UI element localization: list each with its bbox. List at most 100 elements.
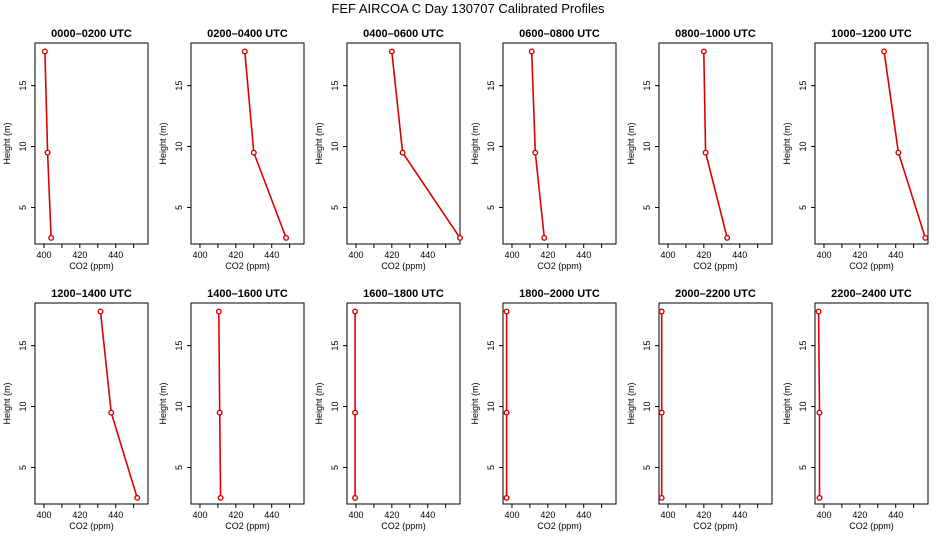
profile-point <box>250 149 257 156</box>
y-tick-label: 5 <box>486 465 496 470</box>
y-tick-label: 10 <box>642 142 652 152</box>
profile-point <box>134 494 141 501</box>
y-tick-label: 10 <box>18 142 28 152</box>
figure-title: FEF AIRCOA C Day 130707 Calibrated Profi… <box>331 1 605 16</box>
profile-point <box>503 308 510 315</box>
x-tick-label: 400 <box>504 510 519 520</box>
x-tick-label: 400 <box>816 250 831 260</box>
y-tick-label: 10 <box>330 402 340 412</box>
panel-11: 2000–2200 UTC 400 420 440 5 10 15 CO2 (ppm) Heig… <box>626 288 773 531</box>
y-tick-label: 10 <box>486 402 496 412</box>
y-tick-label: 5 <box>798 205 808 210</box>
profile-point <box>283 234 290 241</box>
x-axis-label: CO2 (ppm) <box>381 521 426 531</box>
x-tick-label: 440 <box>264 250 279 260</box>
x-tick-label: 440 <box>732 250 747 260</box>
y-tick-label: 15 <box>642 341 652 351</box>
profile-point <box>658 308 665 315</box>
plot-frame <box>190 42 305 245</box>
x-tick-label: 420 <box>540 510 555 520</box>
profile-point <box>702 149 709 156</box>
x-tick-label: 440 <box>420 250 435 260</box>
x-tick-label: 400 <box>192 250 207 260</box>
x-axis-label: CO2 (ppm) <box>693 261 738 271</box>
y-axis-label: Height (m) <box>782 122 792 164</box>
plot-frame <box>34 302 149 505</box>
x-tick-label: 420 <box>228 250 243 260</box>
x-tick-label: 440 <box>108 510 123 520</box>
x-axis-label: CO2 (ppm) <box>849 261 894 271</box>
y-tick-label: 15 <box>798 341 808 351</box>
y-tick-label: 5 <box>330 465 340 470</box>
profile-point <box>352 494 359 501</box>
plot-frame <box>34 42 149 245</box>
y-axis-label: Height (m) <box>626 122 636 164</box>
y-tick-label: 10 <box>798 142 808 152</box>
y-tick-label: 5 <box>642 205 652 210</box>
x-tick-label: 420 <box>72 250 87 260</box>
profile-line <box>883 51 927 239</box>
y-axis-label: Height (m) <box>782 382 792 424</box>
profile-point <box>541 234 548 241</box>
panel-5: 0800–1000 UTC 400 420 440 5 10 15 CO2 (ppm) Heig… <box>626 28 773 271</box>
panel-10: 1800–2000 UTC 400 420 440 5 10 15 CO2 (ppm) Heig… <box>470 288 617 531</box>
x-axis-label: CO2 (ppm) <box>225 261 270 271</box>
panel-title: 0400–0600 UTC <box>363 28 444 40</box>
y-tick-label: 5 <box>330 205 340 210</box>
x-axis-label: CO2 (ppm) <box>849 521 894 531</box>
panel-title: 2200–2400 UTC <box>831 288 912 300</box>
x-tick-label: 440 <box>732 510 747 520</box>
y-tick-label: 15 <box>642 81 652 91</box>
y-tick-label: 10 <box>798 402 808 412</box>
y-axis-label: Height (m) <box>158 122 168 164</box>
x-axis-label: CO2 (ppm) <box>381 261 426 271</box>
y-tick-label: 15 <box>18 341 28 351</box>
x-tick-label: 400 <box>348 510 363 520</box>
y-tick-label: 5 <box>174 205 184 210</box>
profile-point <box>922 234 929 241</box>
y-axis-label: Height (m) <box>470 382 480 424</box>
y-tick-label: 15 <box>330 341 340 351</box>
y-tick-label: 15 <box>798 81 808 91</box>
y-tick-label: 15 <box>174 341 184 351</box>
x-tick-label: 440 <box>420 510 435 520</box>
x-tick-label: 440 <box>888 250 903 260</box>
profile-point <box>352 308 359 315</box>
panel-title: 2000–2200 UTC <box>675 288 756 300</box>
panel-title: 1200–1400 UTC <box>51 288 132 300</box>
profile-point <box>41 48 48 55</box>
plot-frame <box>346 42 461 245</box>
y-tick-label: 15 <box>174 81 184 91</box>
profile-point <box>503 409 510 416</box>
panel-title: 1000–1200 UTC <box>831 28 912 40</box>
x-axis-label: CO2 (ppm) <box>537 521 582 531</box>
profile-point <box>388 48 395 55</box>
x-tick-label: 400 <box>816 510 831 520</box>
y-axis-label: Height (m) <box>314 382 324 424</box>
x-tick-label: 420 <box>540 250 555 260</box>
profile-point <box>700 48 707 55</box>
panel-1: 0000–0200 UTC 400 420 440 5 10 15 CO2 (ppm) Heig… <box>2 28 149 271</box>
profile-point <box>108 409 115 416</box>
x-axis-label: CO2 (ppm) <box>225 521 270 531</box>
y-tick-label: 10 <box>18 402 28 412</box>
panel-title: 0600–0800 UTC <box>519 28 600 40</box>
profile-point <box>895 149 902 156</box>
panel-8: 1400–1600 UTC 400 420 440 5 10 15 CO2 (ppm) Heig… <box>158 288 305 531</box>
profile-point <box>399 149 406 156</box>
profile-line <box>391 51 461 239</box>
x-tick-label: 400 <box>660 510 675 520</box>
y-tick-label: 5 <box>18 205 28 210</box>
panel-title: 0800–1000 UTC <box>675 28 756 40</box>
x-tick-label: 440 <box>888 510 903 520</box>
y-axis-label: Height (m) <box>626 382 636 424</box>
x-tick-label: 400 <box>192 510 207 520</box>
profile-point <box>241 48 248 55</box>
profile-point <box>216 409 223 416</box>
plot-frame <box>658 42 773 245</box>
y-tick-label: 5 <box>486 205 496 210</box>
x-tick-label: 420 <box>228 510 243 520</box>
profile-point <box>97 308 104 315</box>
x-axis-label: CO2 (ppm) <box>69 261 114 271</box>
